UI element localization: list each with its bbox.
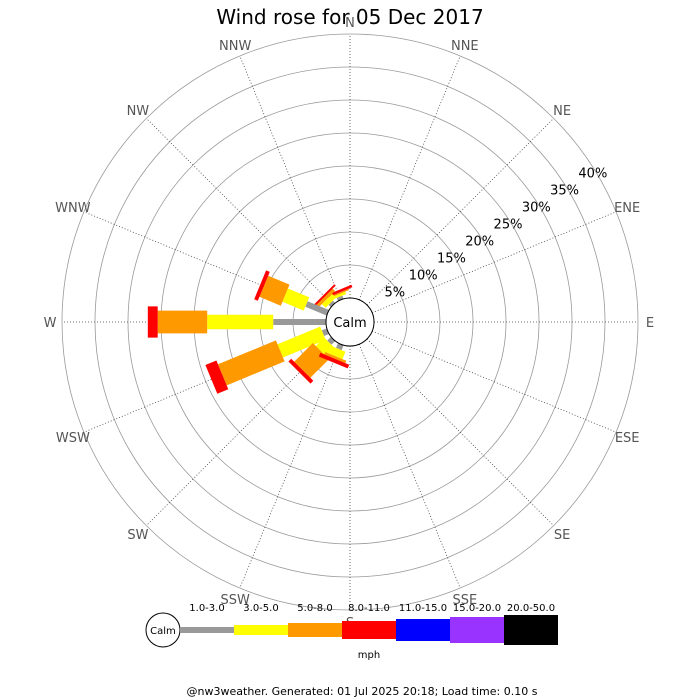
direction-label-wsw: WSW [56, 431, 90, 446]
ring-label-35: 35% [550, 184, 579, 199]
petal-wsw-bin-1 [277, 326, 326, 358]
direction-label-w: W [44, 316, 57, 331]
legend-units: mph [358, 650, 380, 661]
petal-wnw-bin-2 [259, 275, 290, 306]
direction-label-sw: SW [127, 528, 148, 543]
legend-swatch-1 [234, 625, 288, 635]
direction-label-ene: ENE [614, 201, 640, 216]
axis-labels: NNNENEENEEESESESSESSSWSWWSWWWNWNWNNW5%10… [44, 16, 655, 631]
direction-label-ese: ESE [615, 431, 640, 446]
petal-nnw-bin-0 [336, 295, 344, 301]
petal-wnw-bin-0 [305, 301, 329, 316]
legend-label-3: 8.0-11.0 [348, 603, 390, 614]
petal-ssw-bin-2 [324, 352, 347, 364]
spoke-ne [366, 118, 554, 306]
petal-sw-bin-0 [327, 336, 336, 345]
ring-label-30: 30% [522, 201, 551, 216]
ring-label-10: 10% [409, 269, 438, 284]
spoke-sse [358, 344, 461, 589]
direction-label-nne: NNE [451, 39, 479, 54]
direction-label-nw: NW [127, 104, 150, 119]
legend-label-2: 5.0-8.0 [297, 603, 332, 614]
ring-label-20: 20% [465, 235, 494, 250]
petal-wsw-bin-3 [205, 360, 229, 394]
legend-swatch-2 [288, 623, 342, 637]
spoke-ese [372, 330, 617, 433]
direction-label-sse: SSE [452, 593, 477, 608]
legend-label-5: 15.0-20.0 [453, 603, 501, 614]
polar-grid [61, 33, 639, 611]
legend-swatch-4 [396, 619, 450, 641]
petal-nw-bin-1 [321, 293, 336, 308]
legend-label-0: 1.0-3.0 [189, 603, 224, 614]
direction-label-n: N [345, 16, 355, 31]
petal-sw-bin-1 [315, 337, 335, 357]
direction-label-nnw: NNW [219, 39, 251, 54]
petal-w-bin-2 [157, 310, 208, 334]
spoke-se [366, 338, 554, 526]
legend-swatch-0 [180, 627, 234, 633]
petal-nw-bin-2 [316, 288, 335, 307]
calm-center: Calm [325, 297, 375, 347]
calm-label: Calm [333, 316, 366, 331]
chart-title: Wind rose for 05 Dec 2017 [216, 5, 483, 29]
petal-ssw-bin-3 [318, 352, 350, 369]
legend-calm-label: Calm [150, 626, 176, 637]
ring-label-15: 15% [437, 252, 466, 267]
petal-sw-bin-3 [288, 358, 314, 384]
legend-label-4: 11.0-15.0 [399, 603, 447, 614]
spoke-sw [146, 338, 334, 526]
petal-wsw-bin-2 [218, 340, 285, 386]
petal-sw-bin-2 [294, 343, 329, 378]
petal-w-bin-0 [273, 319, 326, 325]
legend-label-1: 3.0-5.0 [243, 603, 278, 614]
petal-nw-bin-3 [312, 284, 336, 308]
direction-label-wnw: WNW [55, 201, 91, 216]
petal-w-bin-3 [147, 306, 158, 338]
ring-label-25: 25% [494, 218, 523, 233]
legend-swatch-6 [504, 615, 558, 645]
petal-wnw-bin-1 [282, 288, 310, 311]
calm-circle [325, 297, 375, 347]
spoke-nne [358, 55, 461, 300]
legend-label-6: 20.0-50.0 [507, 603, 555, 614]
speed-legend: Calm 1.0-3.0 3.0-5.0 5.0-8.0 8.0-11.0 11.0-15… [145, 603, 558, 661]
spoke-nnw [239, 55, 342, 300]
petal-ssw-bin-1 [329, 346, 346, 360]
direction-label-e: E [646, 316, 654, 331]
ring-40 [61, 33, 639, 611]
direction-label-se: SE [554, 528, 570, 543]
spoke-ssw [239, 344, 342, 589]
legend-swatch-5 [450, 617, 504, 643]
ring-label-5: 5% [385, 286, 406, 301]
ring-label-40: 40% [578, 167, 607, 182]
legend-swatch-3 [342, 621, 396, 639]
petal-wnw-bin-3 [254, 270, 270, 301]
spoke-wnw [83, 211, 328, 314]
spoke-nw [146, 118, 334, 306]
footer-text: @nw3weather. Generated: 01 Jul 2025 20:1… [187, 685, 538, 698]
direction-label-ssw: SSW [221, 593, 251, 608]
petal-nw-bin-0 [328, 300, 336, 308]
direction-label-ne: NE [553, 104, 571, 119]
spoke-wsw [83, 330, 328, 433]
wind-petals [147, 270, 353, 394]
petal-w-bin-1 [207, 314, 274, 330]
spoke-ene [372, 211, 617, 314]
